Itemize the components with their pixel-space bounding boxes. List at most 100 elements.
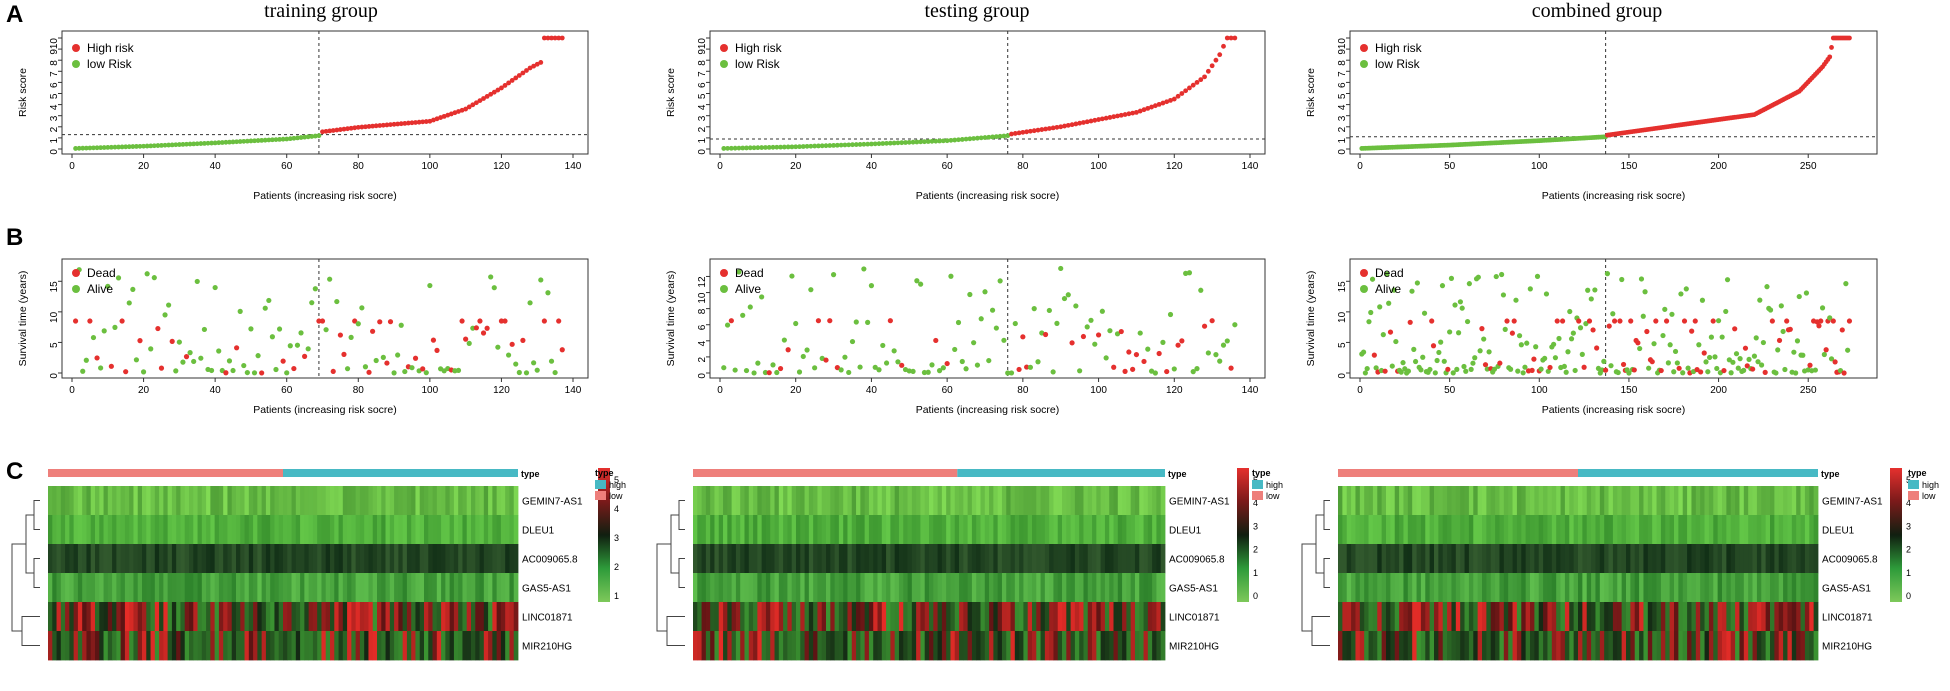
heat-cell bbox=[1586, 544, 1592, 574]
heat-cell bbox=[82, 486, 87, 516]
heat-cell bbox=[774, 602, 780, 632]
heat-cell bbox=[967, 602, 973, 632]
heat-cell bbox=[980, 602, 986, 632]
heat-cell bbox=[402, 631, 408, 661]
high-risk-point bbox=[506, 80, 511, 86]
alive-point bbox=[269, 334, 275, 340]
high-risk-point bbox=[1145, 105, 1151, 111]
heat-cell bbox=[167, 544, 173, 574]
heat-cell bbox=[847, 631, 853, 661]
legend-alive-marker bbox=[720, 285, 728, 293]
alive-point bbox=[1454, 366, 1460, 372]
heat-cell bbox=[1743, 544, 1749, 574]
heat-cell bbox=[1730, 602, 1736, 632]
heat-cell bbox=[505, 602, 510, 632]
heat-cell bbox=[1599, 486, 1605, 516]
heat-cell bbox=[351, 486, 357, 516]
heat-cell bbox=[795, 631, 801, 661]
dead-point bbox=[1095, 332, 1102, 338]
high-risk-point bbox=[1232, 35, 1238, 41]
heat-cell bbox=[214, 486, 220, 516]
heat-cell bbox=[1438, 515, 1444, 545]
heat-cell bbox=[389, 602, 395, 632]
heat-cell bbox=[257, 544, 263, 574]
alive-point bbox=[1551, 341, 1557, 347]
heat-cell bbox=[1006, 573, 1011, 603]
heat-cell bbox=[218, 486, 224, 516]
heat-cell bbox=[1508, 515, 1513, 545]
heat-cell bbox=[1573, 544, 1579, 574]
heat-cell bbox=[347, 573, 352, 603]
heat-cell bbox=[248, 573, 254, 603]
heat-cell bbox=[941, 515, 947, 545]
heat-cell bbox=[492, 602, 498, 632]
alive-point bbox=[849, 338, 856, 345]
heat-cell bbox=[1416, 631, 1422, 661]
heat-cell bbox=[240, 573, 245, 603]
heat-cell bbox=[1534, 573, 1540, 603]
heat-cell bbox=[1482, 544, 1487, 574]
high-risk-point bbox=[420, 119, 426, 125]
heat-cell bbox=[873, 486, 878, 516]
heat-cell bbox=[1748, 515, 1753, 545]
heat-cell bbox=[1486, 486, 1492, 516]
heat-cell bbox=[1543, 544, 1548, 574]
heat-cell bbox=[1564, 515, 1570, 545]
heat-cell bbox=[800, 544, 805, 574]
heat-cell bbox=[120, 573, 126, 603]
alive-point bbox=[914, 278, 920, 284]
high-risk-point bbox=[1050, 125, 1056, 131]
low-risk-point bbox=[853, 142, 859, 147]
y-tick-label: 0 bbox=[49, 373, 60, 379]
heat-cell bbox=[873, 515, 878, 545]
dead-point bbox=[370, 328, 376, 334]
alive-point bbox=[1577, 325, 1584, 331]
heat-cell bbox=[1800, 602, 1806, 632]
heat-cell bbox=[283, 602, 288, 632]
heat-cell bbox=[231, 602, 237, 632]
heat-cell bbox=[735, 486, 741, 516]
heat-cell bbox=[1704, 573, 1710, 603]
heat-cell bbox=[735, 602, 741, 632]
high-risk-point bbox=[520, 70, 526, 76]
heat-cell bbox=[1442, 573, 1448, 603]
heat-cell bbox=[206, 631, 211, 661]
x-tick-label: 50 bbox=[1444, 385, 1456, 396]
alive-point bbox=[812, 365, 818, 371]
dead-point bbox=[1846, 318, 1853, 324]
alive-point bbox=[173, 368, 179, 374]
dead-point bbox=[1020, 334, 1026, 340]
heat-cell bbox=[1726, 544, 1732, 574]
heat-cell bbox=[1534, 544, 1540, 574]
alive-point bbox=[1733, 351, 1740, 357]
heat-cell bbox=[1787, 573, 1793, 603]
heat-cell bbox=[300, 631, 305, 661]
heat-cell bbox=[1036, 573, 1041, 603]
heat-cell bbox=[471, 544, 476, 574]
alive-point bbox=[194, 278, 200, 285]
heat-cell bbox=[941, 602, 947, 632]
heat-cell bbox=[347, 515, 352, 545]
heat-cell bbox=[1774, 602, 1780, 632]
heat-cell bbox=[278, 486, 284, 516]
heat-cell bbox=[1023, 602, 1029, 632]
heat-cell bbox=[1630, 486, 1636, 516]
heat-cell bbox=[419, 573, 425, 603]
legend-low-risk-label: low Risk bbox=[1375, 57, 1421, 71]
alive-point bbox=[1533, 344, 1539, 350]
heat-cell bbox=[1434, 631, 1439, 661]
heat-cell bbox=[116, 544, 122, 574]
heat-cell bbox=[1678, 602, 1684, 632]
heat-cell bbox=[287, 515, 292, 545]
heat-cell bbox=[500, 544, 506, 574]
alive-point bbox=[721, 365, 727, 371]
heat-cell bbox=[1503, 486, 1509, 516]
heat-cell bbox=[748, 486, 754, 516]
heat-cell bbox=[1665, 573, 1671, 603]
heat-cell bbox=[500, 573, 506, 603]
heat-cell bbox=[389, 515, 395, 545]
legend-high-risk-label: High risk bbox=[1375, 41, 1423, 55]
heat-cell bbox=[475, 602, 480, 632]
low-risk-point bbox=[1001, 133, 1007, 139]
high-risk-point bbox=[1039, 127, 1045, 132]
